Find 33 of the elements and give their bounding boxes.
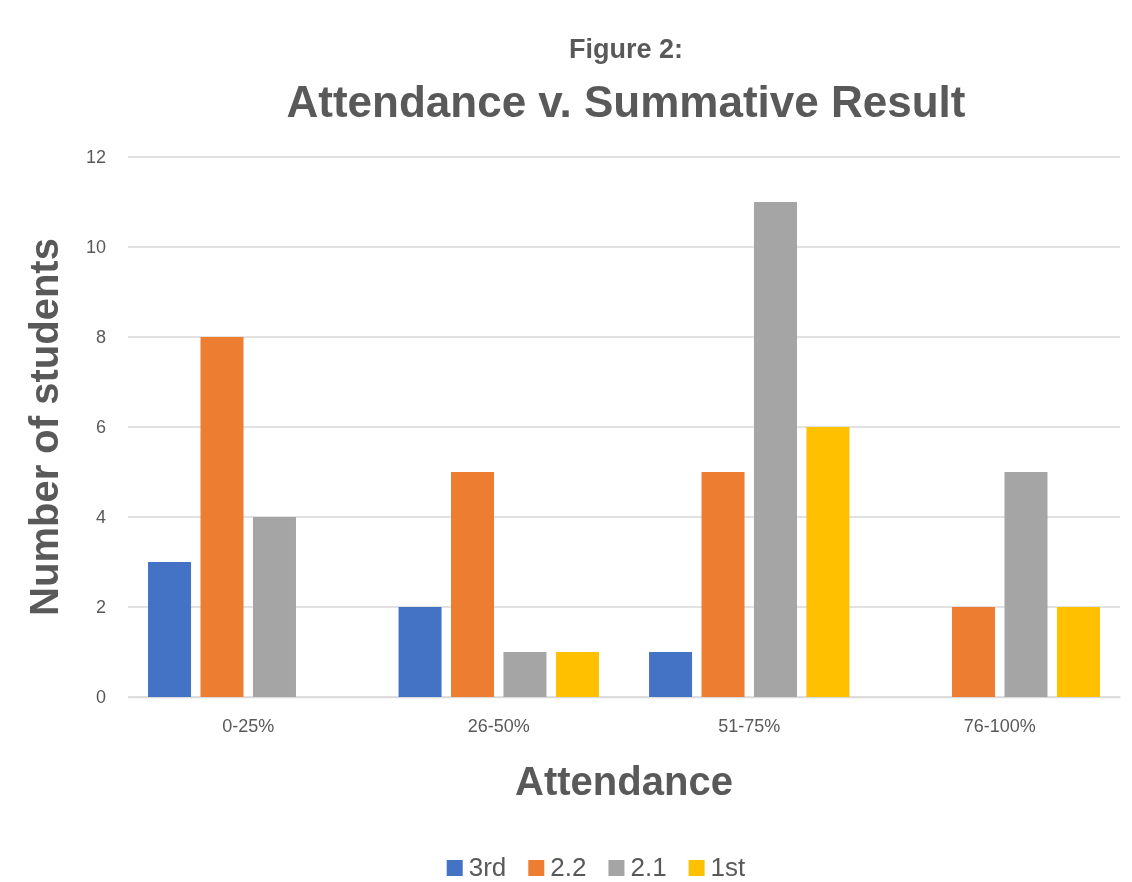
bar [398, 607, 442, 697]
bar [555, 652, 599, 697]
bar [1056, 607, 1100, 697]
bar [952, 607, 996, 697]
x-tick-label: 0-25% [222, 715, 275, 736]
x-tick-label: 26-50% [467, 715, 530, 736]
bar [753, 202, 797, 697]
x-tick-label: 76-100% [963, 715, 1036, 736]
chart-title: Figure 2: [568, 34, 684, 64]
legend-label: 3rd [468, 852, 507, 882]
y-tick-label: 8 [95, 327, 106, 348]
bar [503, 652, 547, 697]
y-tick-label: 10 [85, 237, 106, 258]
y-axis-title: Number of students [22, 238, 66, 616]
chart-subtitle: Attendance v. Summative Result [286, 77, 966, 126]
bar [252, 517, 296, 697]
legend-label: 2.1 [630, 852, 667, 882]
bar [649, 652, 693, 697]
legend-label: 1st [710, 852, 747, 882]
y-tick-label: 4 [95, 507, 106, 528]
y-tick-label: 12 [85, 147, 106, 168]
bar [451, 472, 495, 697]
y-tick-label: 2 [95, 597, 106, 618]
bar [701, 472, 745, 697]
x-tick-label: 51-75% [718, 715, 781, 736]
bar [148, 562, 192, 697]
bar [1004, 472, 1048, 697]
y-tick-label: 0 [95, 687, 106, 708]
bar [806, 427, 850, 697]
y-tick-label: 6 [95, 417, 106, 438]
x-axis-title: Attendance [515, 759, 733, 803]
bar [200, 337, 244, 697]
legend-label: 2.2 [550, 852, 587, 882]
